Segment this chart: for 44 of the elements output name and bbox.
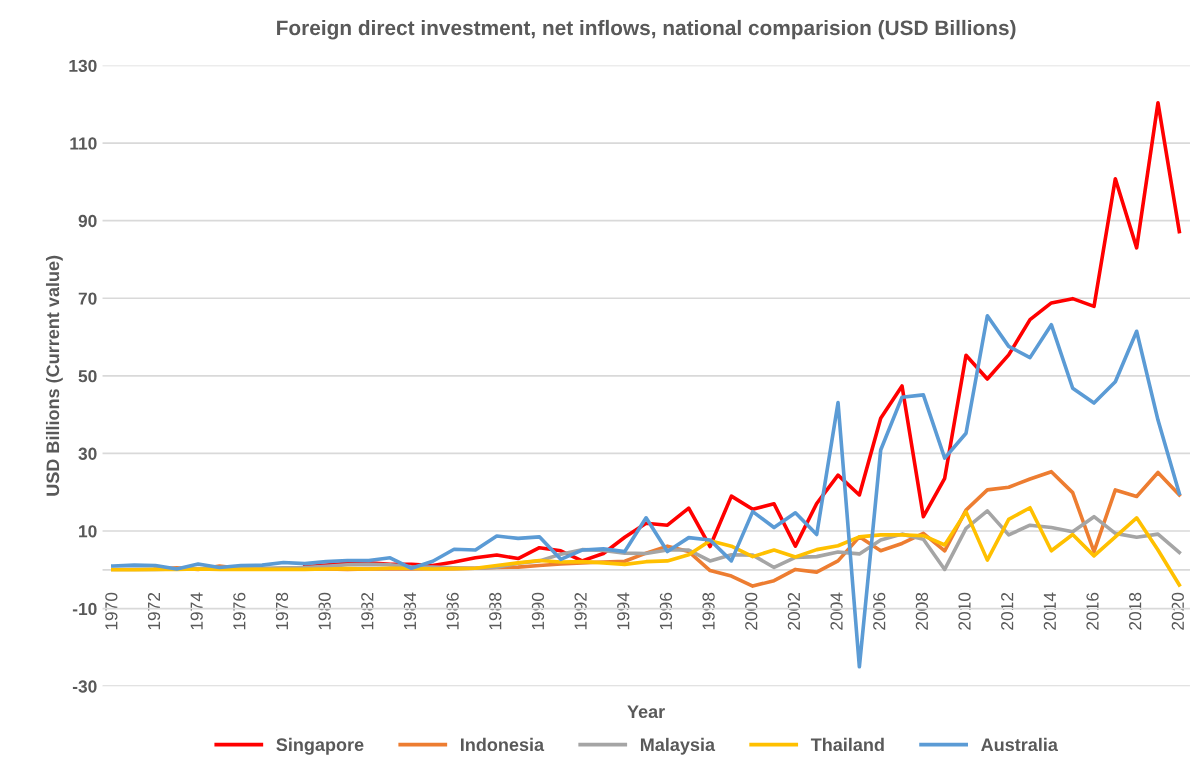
x-tick-label: 2012 <box>1001 592 1014 630</box>
y-tick-label: -30 <box>72 680 97 693</box>
y-tick-label: 30 <box>78 447 97 460</box>
y-tick-label: 110 <box>70 137 97 150</box>
y-tick-label: 50 <box>78 370 97 383</box>
legend-label: Indonesia <box>460 737 545 752</box>
x-tick-label: 2014 <box>1043 592 1056 630</box>
x-tick-label: 1996 <box>659 592 673 630</box>
x-tick-label: 2004 <box>830 592 843 630</box>
x-tick-label: 1980 <box>318 592 331 630</box>
x-tick-label: 1984 <box>403 592 417 630</box>
x-tick-label: 1998 <box>702 592 715 630</box>
line-series <box>111 505 1182 587</box>
x-tick-label: 2002 <box>787 592 801 630</box>
x-tick-label: 1972 <box>147 592 161 630</box>
x-tick-label: 1992 <box>574 592 587 630</box>
y-tick-label: 130 <box>69 59 97 73</box>
x-tick-label: 2020 <box>1171 592 1184 630</box>
y-axis-title: USD Billions (Current value) <box>45 255 63 496</box>
chart-title: Foreign direct investment, net inflows, national comparision (USD Billions) <box>277 19 1016 40</box>
x-tick-label: 1982 <box>361 592 374 630</box>
x-tick-label: 2000 <box>745 592 758 630</box>
y-tick-label: -10 <box>72 602 97 616</box>
legend-label: Thailand <box>810 737 884 752</box>
x-tick-label: 2008 <box>915 592 929 630</box>
y-tick-label: 10 <box>79 525 97 538</box>
y-tick-label: 90 <box>78 214 97 228</box>
x-tick-label: 2010 <box>958 592 971 630</box>
x-tick-label: 1990 <box>531 592 545 630</box>
legend-label: Singapore <box>276 737 364 755</box>
x-tick-label: 2006 <box>873 592 886 630</box>
x-tick-label: 1970 <box>105 592 118 630</box>
x-tick-label: 1974 <box>190 592 203 630</box>
x-axis-title: Year <box>627 705 665 719</box>
legend-label: Malaysia <box>640 737 716 755</box>
x-tick-label: 1986 <box>446 592 459 630</box>
x-tick-label: 1988 <box>489 592 502 630</box>
x-tick-label: 2018 <box>1129 592 1142 630</box>
y-tick-label: 70 <box>78 292 97 305</box>
x-tick-label: 1978 <box>275 592 289 630</box>
x-tick-label: 1976 <box>233 592 246 630</box>
legend-label: Australia <box>981 737 1059 752</box>
x-tick-label: 2016 <box>1086 592 1099 630</box>
x-tick-label: 1994 <box>617 592 630 630</box>
